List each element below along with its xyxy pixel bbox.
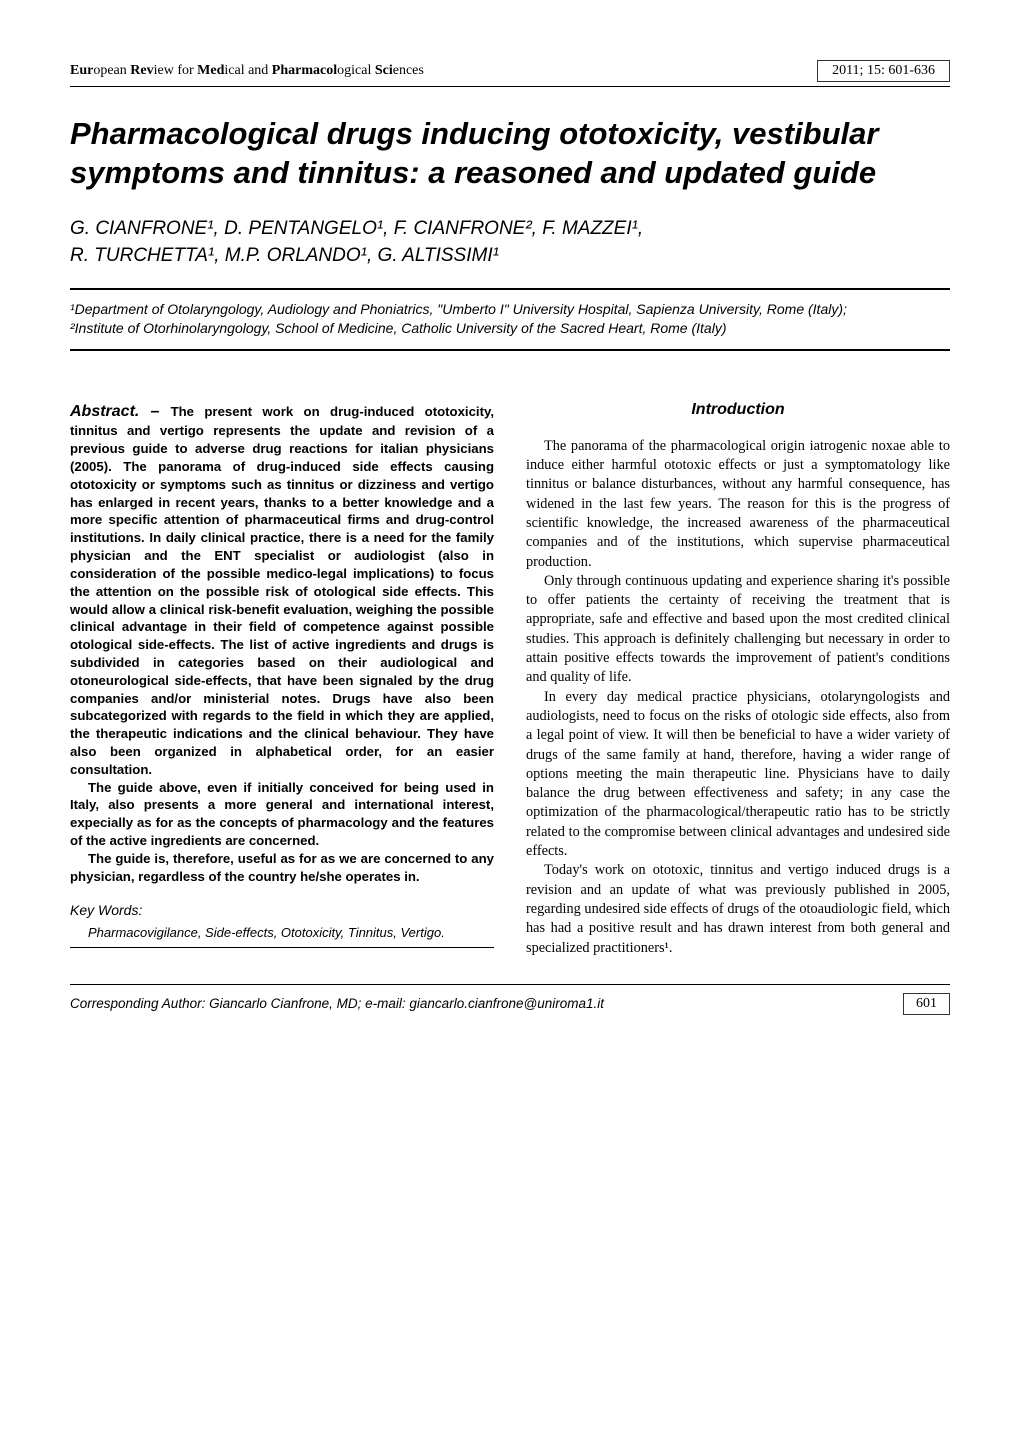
abstract-paragraph-3: The guide is, therefore, useful as for a…: [70, 850, 494, 886]
authors-block: G. CIANFRONE¹, D. PENTANGELO¹, F. CIANFR…: [70, 215, 950, 270]
abstract-p1-text: The present work on drug-induced ototoxi…: [70, 404, 494, 777]
abstract-paragraph-1: Abstract. – The present work on drug-ind…: [70, 401, 494, 779]
affiliations-block: ¹Department of Otolaryngology, Audiology…: [70, 288, 950, 351]
corresponding-author: Corresponding Author: Giancarlo Cianfron…: [70, 996, 604, 1011]
intro-paragraph-4: Today's work on ototoxic, tinnitus and v…: [526, 861, 950, 957]
abstract-paragraph-2: The guide above, even if initially conce…: [70, 779, 494, 850]
corresponding-label: Corresponding Author:: [70, 996, 205, 1011]
affiliation-1: ¹Department of Otolaryngology, Audiology…: [70, 300, 950, 320]
intro-paragraph-1: The panorama of the pharmacological orig…: [526, 437, 950, 572]
issue-info: 2011; 15: 601-636: [817, 60, 950, 82]
two-column-layout: Abstract. – The present work on drug-ind…: [70, 401, 950, 958]
affiliation-2: ²Institute of Otorhinolaryngology, Schoo…: [70, 319, 950, 339]
corresponding-body: Giancarlo Cianfrone, MD; e-mail: giancar…: [205, 996, 604, 1011]
journal-header: European Review for Medical and Pharmaco…: [70, 60, 950, 87]
keywords-label: Key Words:: [70, 902, 494, 918]
right-column: Introduction The panorama of the pharmac…: [526, 401, 950, 958]
left-column: Abstract. – The present work on drug-ind…: [70, 401, 494, 958]
article-title: Pharmacological drugs inducing ototoxici…: [70, 115, 950, 193]
introduction-heading: Introduction: [526, 401, 950, 419]
keywords-body: Pharmacovigilance, Side-effects, Ototoxi…: [70, 924, 494, 949]
page-footer: Corresponding Author: Giancarlo Cianfron…: [70, 984, 950, 1015]
intro-paragraph-3: In every day medical practice physicians…: [526, 688, 950, 862]
authors-line-1: G. CIANFRONE¹, D. PENTANGELO¹, F. CIANFR…: [70, 215, 950, 243]
journal-name: European Review for Medical and Pharmaco…: [70, 63, 424, 79]
abstract-label: Abstract. –: [70, 403, 171, 420]
authors-line-2: R. TURCHETTA¹, M.P. ORLANDO¹, G. ALTISSI…: [70, 242, 950, 270]
page-number: 601: [903, 993, 950, 1015]
intro-paragraph-2: Only through continuous updating and exp…: [526, 572, 950, 688]
